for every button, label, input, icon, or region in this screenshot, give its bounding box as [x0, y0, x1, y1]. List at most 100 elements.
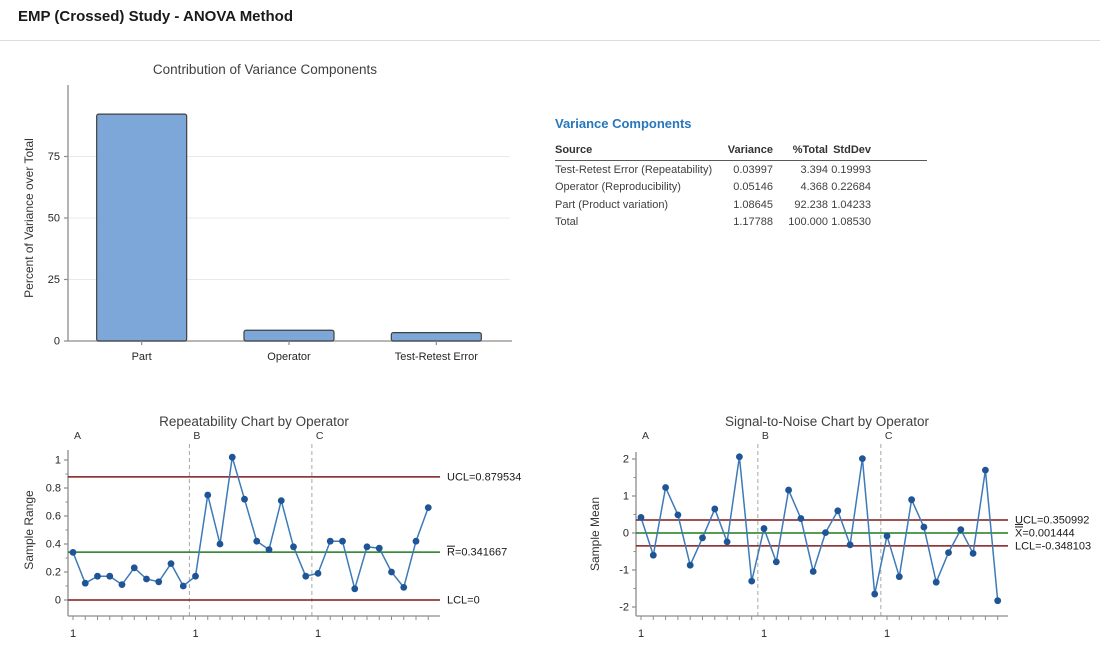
y-tick-label: 0 — [623, 528, 629, 540]
data-point — [859, 455, 866, 463]
x-tick-label: 1 — [761, 628, 767, 640]
data-point — [143, 575, 150, 583]
x-category-label: Part — [132, 351, 152, 363]
y-tick-label: 0 — [54, 336, 60, 348]
y-axis-label: Percent of Variance over Total — [22, 138, 36, 298]
data-point — [81, 579, 89, 587]
data-point — [957, 526, 965, 534]
cell-pct-total: 4.368 — [800, 181, 828, 193]
data-point — [155, 578, 163, 586]
data-point — [662, 484, 669, 491]
data-point — [290, 543, 297, 551]
cell-source: Total — [555, 216, 579, 228]
data-point — [192, 572, 199, 580]
y-axis-label: Sample Range — [22, 490, 36, 570]
data-point — [760, 525, 768, 532]
x-tick-label: 1 — [884, 628, 890, 640]
x-tick-label: 1 — [638, 628, 644, 640]
chart-title: Contribution of Variance Components — [153, 62, 377, 77]
data-point — [736, 453, 743, 461]
y-axis-label: Sample Mean — [588, 497, 602, 571]
data-point — [846, 541, 854, 549]
data-point — [326, 537, 334, 545]
data-point — [424, 504, 432, 511]
ucl-label: UCL=0.350992 — [1015, 515, 1089, 527]
ucl-label: UCL=0.879534 — [447, 471, 521, 483]
data-point — [748, 577, 756, 585]
y-tick-label: 0 — [55, 595, 61, 607]
data-point — [822, 529, 829, 537]
data-point — [94, 572, 101, 580]
data-point — [649, 551, 657, 559]
header-divider — [0, 40, 1100, 41]
operator-label-c: C — [885, 430, 893, 442]
data-point — [686, 561, 694, 569]
data-point — [895, 573, 903, 581]
data-line — [640, 456, 999, 601]
data-point — [711, 505, 719, 513]
data-point — [400, 584, 408, 591]
data-point — [809, 568, 817, 575]
data-point — [834, 507, 842, 515]
y-tick-label: -2 — [619, 602, 629, 614]
cell-pct-total: 100.000 — [788, 216, 828, 228]
x-tick-label: 1 — [70, 628, 76, 640]
cell-pct-total: 3.394 — [800, 163, 828, 176]
data-point — [871, 590, 879, 598]
x-category-label: Test-Retest Error — [395, 351, 478, 363]
data-point — [674, 511, 682, 519]
data-point — [637, 514, 645, 521]
variance-components-table: Source Variance %Total StdDev Test-Retes… — [555, 142, 927, 231]
table-row: Operator (Reproducibility) 0.05146 4.368… — [555, 179, 927, 197]
data-point — [253, 537, 261, 545]
bar-test-retest-error — [390, 332, 482, 342]
cell-source: Operator (Reproducibility) — [555, 181, 681, 193]
data-point — [302, 572, 310, 580]
cell-stddev: 0.19993 — [831, 163, 871, 176]
cell-stddev: 0.22684 — [831, 181, 871, 193]
y-tick-label: 0.2 — [46, 567, 61, 579]
data-point — [375, 544, 383, 552]
lcl-label: LCL=0 — [447, 595, 480, 607]
operator-label-a: A — [642, 430, 649, 442]
data-point — [723, 538, 731, 546]
data-point — [883, 532, 891, 540]
x-category-label: Operator — [267, 351, 311, 363]
variance-components-heading: Variance Components — [555, 116, 692, 131]
operator-label-a: A — [74, 430, 81, 442]
data-point — [945, 549, 952, 557]
data-point — [785, 486, 792, 494]
cell-pct-total: 92.238 — [794, 198, 828, 211]
data-point — [932, 578, 940, 586]
cell-source: Test-Retest Error (Repeatability) — [555, 163, 713, 176]
cell-variance: 0.05146 — [733, 181, 773, 193]
data-point — [265, 546, 273, 553]
operator-label-c: C — [316, 430, 324, 442]
variance-contribution-bar-chart: 0 25 50 75 Part Operator Test-Retest Error Cont… — [22, 62, 512, 363]
y-tick-label: 25 — [48, 274, 60, 286]
y-tick-label: -1 — [619, 565, 629, 577]
data-point — [412, 537, 420, 545]
signal-to-noise-control-chart: Signal-to-Noise Chart by Operator Sample … — [588, 414, 1091, 640]
table-row: Part (Product variation) 1.08645 92.238 … — [555, 196, 927, 214]
data-point — [339, 537, 346, 545]
cell-variance: 1.17788 — [733, 216, 773, 228]
chart-title: Repeatability Chart by Operator — [159, 414, 349, 429]
data-point — [908, 496, 915, 504]
data-point — [772, 558, 780, 566]
bar-part — [96, 113, 188, 342]
data-point — [797, 515, 805, 522]
y-tick-label: 1 — [623, 491, 629, 503]
data-point — [69, 549, 77, 556]
y-tick-label: 75 — [48, 151, 60, 163]
data-point — [969, 549, 977, 557]
data-point — [363, 543, 371, 551]
y-tick-label: 2 — [623, 454, 629, 466]
data-point — [314, 570, 322, 577]
operator-label-b: B — [193, 430, 200, 442]
cell-stddev: 1.08530 — [831, 216, 871, 228]
data-point — [388, 568, 395, 576]
lcl-label: LCL=-0.348103 — [1015, 540, 1091, 552]
x-tick-label: 1 — [315, 628, 321, 640]
